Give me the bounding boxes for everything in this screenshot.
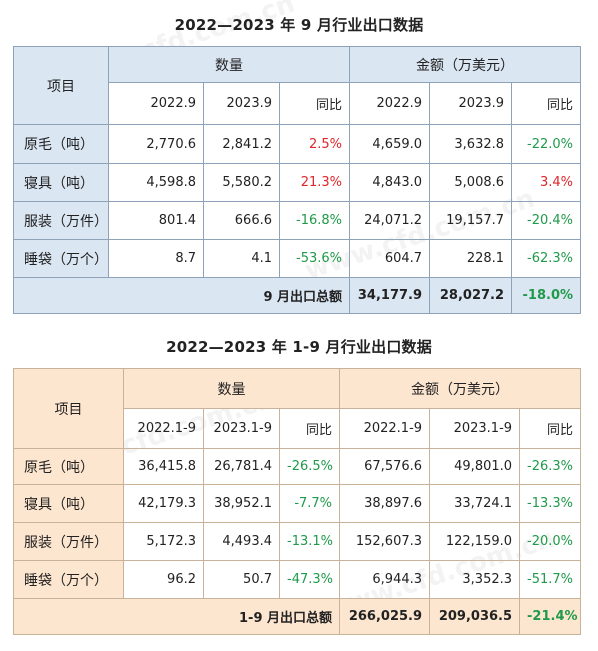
- table-row: 服装（万件） 5,172.3 4,493.4 -13.1% 152,607.3 …: [13, 522, 582, 561]
- subheader: 2023.1-9: [429, 408, 521, 449]
- row-label: 寝具（吨）: [13, 484, 124, 523]
- cell: 67,576.6: [339, 448, 431, 485]
- subheader: 2022.1-9: [123, 408, 204, 449]
- cell-yoy: -47.3%: [278, 560, 341, 599]
- cell: 50.7: [203, 560, 280, 599]
- subheader: 2023.9: [203, 82, 280, 125]
- cell: 5,580.2: [203, 163, 280, 202]
- cell-yoy: -26.5%: [278, 448, 341, 485]
- total-row: 1-9 月出口总额 266,025.9 209,036.5 -21.4%: [12, 598, 582, 635]
- total-yoy: -21.4%: [519, 598, 582, 635]
- cell-yoy: -22.0%: [511, 124, 582, 164]
- total-label: 9 月出口总额: [12, 277, 351, 314]
- cell-yoy: -20.4%: [511, 201, 582, 240]
- ytd-export-table: 项目 数量 金额（万美元） 2022.1-9 2023.1-9 同比 2022.…: [12, 368, 582, 635]
- subheader: 同比: [519, 408, 582, 449]
- row-label: 服装（万件）: [13, 201, 109, 240]
- header-amount: 金额（万美元）: [349, 46, 582, 83]
- cell: 3,352.3: [429, 560, 521, 599]
- row-label: 睡袋（万个）: [13, 560, 124, 599]
- header-item: 项目: [13, 368, 124, 449]
- cell: 42,179.3: [123, 484, 204, 523]
- table1-title: 2022—2023 年 9 月行业出口数据: [174, 16, 424, 34]
- cell: 4,843.0: [349, 163, 431, 202]
- cell: 4,493.4: [203, 522, 280, 561]
- cell-yoy: -51.7%: [519, 560, 582, 599]
- subheader: 同比: [278, 82, 351, 125]
- table-row: 睡袋（万个） 96.2 50.7 -47.3% 6,944.3 3,352.3 …: [13, 560, 582, 599]
- cell-yoy: -20.0%: [519, 522, 582, 561]
- total-cell: 209,036.5: [429, 598, 521, 635]
- cell: 5,172.3: [123, 522, 204, 561]
- cell-yoy: -62.3%: [511, 239, 582, 278]
- cell: 26,781.4: [203, 448, 280, 485]
- cell: 2,770.6: [108, 124, 204, 164]
- cell: 8.7: [108, 239, 204, 278]
- cell-yoy: -7.7%: [278, 484, 341, 523]
- cell: 4,598.8: [108, 163, 204, 202]
- cell: 38,897.6: [339, 484, 431, 523]
- cell: 4.1: [203, 239, 280, 278]
- table-row: 寝具（吨） 42,179.3 38,952.1 -7.7% 38,897.6 3…: [13, 484, 582, 523]
- subheader: 2022.1-9: [339, 408, 431, 449]
- cell: 96.2: [123, 560, 204, 599]
- total-cell: 266,025.9: [339, 598, 431, 635]
- cell-yoy: -13.1%: [278, 522, 341, 561]
- cell: 24,071.2: [349, 201, 431, 240]
- cell-yoy: 2.5%: [278, 124, 351, 164]
- cell: 19,157.7: [429, 201, 513, 240]
- header-quantity: 数量: [107, 46, 351, 83]
- table-row: 服装（万件） 801.4 666.6 -16.8% 24,071.2 19,15…: [13, 201, 582, 240]
- header-item: 项目: [13, 46, 109, 125]
- cell-yoy: 21.3%: [278, 163, 351, 202]
- cell: 604.7: [349, 239, 431, 278]
- cell: 38,952.1: [203, 484, 280, 523]
- table-row: 原毛（吨） 36,415.8 26,781.4 -26.5% 67,576.6 …: [13, 448, 582, 485]
- subheader: 同比: [278, 408, 341, 449]
- total-cell: 34,177.9: [349, 277, 431, 314]
- cell-yoy: -16.8%: [278, 201, 351, 240]
- cell-yoy: -26.3%: [519, 448, 582, 485]
- cell: 666.6: [203, 201, 280, 240]
- cell: 122,159.0: [429, 522, 521, 561]
- header-amount: 金额（万美元）: [339, 368, 582, 409]
- monthly-export-table: 项目 数量 金额（万美元） 2022.9 2023.9 同比 2022.9 20…: [12, 46, 582, 314]
- cell: 6,944.3: [339, 560, 431, 599]
- cell: 36,415.8: [123, 448, 204, 485]
- cell-yoy: 3.4%: [511, 163, 582, 202]
- row-label: 原毛（吨）: [13, 124, 109, 164]
- cell-yoy: -13.3%: [519, 484, 582, 523]
- subheader: 2023.9: [429, 82, 513, 125]
- subheader: 2022.9: [108, 82, 204, 125]
- cell: 5,008.6: [429, 163, 513, 202]
- row-label: 服装（万件）: [13, 522, 124, 561]
- total-row: 9 月出口总额 34,177.9 28,027.2 -18.0%: [12, 277, 582, 314]
- table-row: 睡袋（万个） 8.7 4.1 -53.6% 604.7 228.1 -62.3%: [13, 239, 582, 278]
- subheader: 同比: [511, 82, 582, 125]
- cell: 3,632.8: [429, 124, 513, 164]
- subheader: 2022.9: [349, 82, 431, 125]
- table2-title: 2022—2023 年 1-9 月行业出口数据: [166, 338, 432, 356]
- row-label: 寝具（吨）: [13, 163, 109, 202]
- cell: 49,801.0: [429, 448, 521, 485]
- cell: 801.4: [108, 201, 204, 240]
- table-row: 原毛（吨） 2,770.6 2,841.2 2.5% 4,659.0 3,632…: [13, 124, 582, 164]
- header-quantity: 数量: [122, 368, 341, 409]
- table-row: 寝具（吨） 4,598.8 5,580.2 21.3% 4,843.0 5,00…: [13, 163, 582, 202]
- row-label: 睡袋（万个）: [13, 239, 109, 278]
- cell: 228.1: [429, 239, 513, 278]
- total-label: 1-9 月出口总额: [12, 598, 341, 635]
- row-label: 原毛（吨）: [13, 448, 124, 485]
- cell: 2,841.2: [203, 124, 280, 164]
- cell: 152,607.3: [339, 522, 431, 561]
- total-cell: 28,027.2: [429, 277, 513, 314]
- total-yoy: -18.0%: [511, 277, 582, 314]
- cell: 4,659.0: [349, 124, 431, 164]
- cell-yoy: -53.6%: [278, 239, 351, 278]
- cell: 33,724.1: [429, 484, 521, 523]
- subheader: 2023.1-9: [203, 408, 280, 449]
